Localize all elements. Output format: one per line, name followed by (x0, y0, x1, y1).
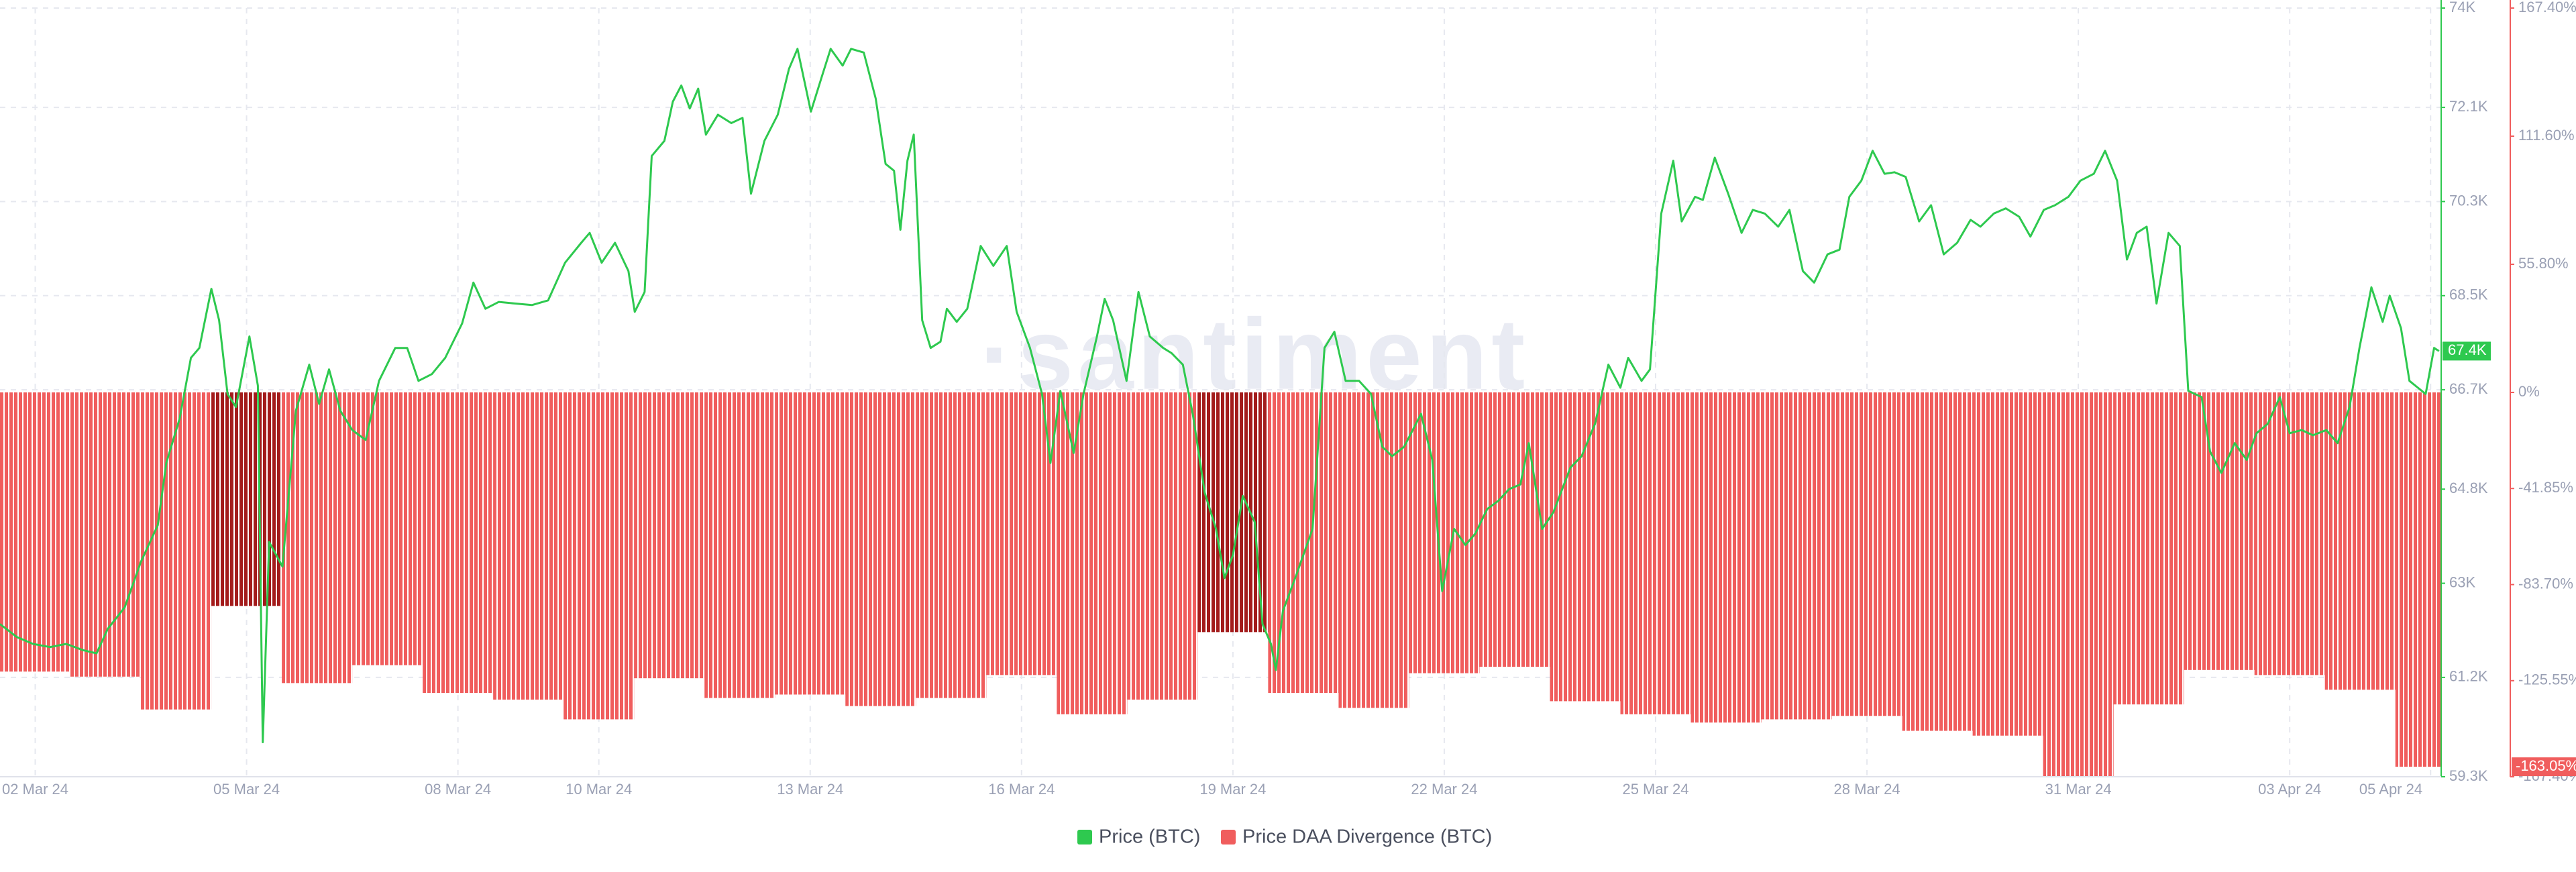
last-value-label: 67.4K (2448, 341, 2487, 358)
x-tick-label: 16 Mar 24 (988, 781, 1055, 798)
bar (1902, 392, 1973, 731)
legend-swatch (1221, 830, 1236, 844)
last-value-badge (2512, 757, 2576, 777)
bar (352, 392, 423, 665)
bar (211, 392, 282, 606)
legend-label: Price (BTC) (1099, 826, 1200, 848)
bar (1831, 392, 1902, 716)
bar (2184, 392, 2255, 670)
x-tick-label: 19 Mar 24 (1199, 781, 1266, 798)
bar (1057, 392, 1128, 714)
plot-area (0, 48, 2441, 777)
x-tick-label: 08 Mar 24 (425, 781, 491, 798)
x-tick-label: 22 Mar 24 (1411, 781, 1477, 798)
bar (282, 392, 353, 684)
bar (2113, 392, 2184, 705)
x-tick-label: 25 Mar 24 (1622, 781, 1688, 798)
bar (1197, 392, 1269, 633)
y-tick-label: 61.2K (2449, 668, 2488, 685)
last-value-badge (2443, 341, 2491, 361)
bar (845, 392, 916, 706)
bar (2254, 392, 2325, 675)
bar (2043, 392, 2114, 777)
bar (423, 392, 494, 694)
watermark: ·santiment (980, 298, 1529, 411)
bar (1479, 392, 1550, 667)
legend-swatch (1077, 830, 1092, 844)
bar (916, 392, 987, 698)
bar (493, 392, 564, 700)
bar (564, 392, 635, 720)
price-line (0, 48, 2440, 743)
bar (70, 392, 142, 677)
x-tick-label: 13 Mar 24 (777, 781, 843, 798)
y2-tick-label: 0% (2518, 383, 2540, 400)
y-tick-label: 64.8K (2449, 480, 2488, 496)
y-tick-label: 68.5K (2449, 286, 2488, 303)
y2-tick-label: 111.60% (2518, 127, 2575, 144)
bar (1409, 392, 1480, 673)
bar (704, 392, 775, 698)
x-tick-label: 10 Mar 24 (566, 781, 632, 798)
y-tick-label: 70.3K (2449, 192, 2488, 209)
x-tick-label: 31 Mar 24 (2045, 781, 2112, 798)
y-tick-label: 66.7K (2449, 380, 2488, 397)
bar (775, 392, 846, 695)
bar (2324, 392, 2396, 690)
x-tick-label: 28 Mar 24 (1834, 781, 1900, 798)
bar (634, 392, 705, 679)
last-value-label: -163.05% (2516, 757, 2576, 774)
bar (1550, 392, 1621, 702)
bar (141, 392, 212, 710)
y2-tick-label: -125.55% (2518, 671, 2576, 688)
y2-tick-label: -41.85% (2518, 479, 2573, 496)
bar (1761, 392, 1832, 720)
bar (1620, 392, 1691, 714)
y2-tick-label: 55.80% (2518, 255, 2569, 272)
y2-tick-label: -83.70% (2518, 575, 2573, 592)
bar (986, 392, 1057, 675)
bar (1972, 392, 2043, 736)
y-tick-label: 72.1K (2449, 98, 2488, 115)
x-tick-label: 05 Mar 24 (213, 781, 280, 798)
y-tick-label: 59.3K (2449, 767, 2488, 784)
y-tick-label: 63K (2449, 574, 2475, 590)
y2-tick-label: 167.40% (2518, 0, 2576, 15)
y-tick-label: 74K (2449, 0, 2475, 15)
bar (1127, 392, 1198, 700)
x-tick-label: 02 Mar 24 (2, 781, 68, 798)
x-tick-label: 03 Apr 24 (2258, 781, 2321, 798)
bar (1690, 392, 1762, 723)
x-tick-label: 05 Apr 24 (2359, 781, 2422, 798)
bar (1338, 392, 1409, 708)
bar (2395, 392, 2441, 767)
legend-label: Price DAA Divergence (BTC) (1242, 826, 1492, 848)
bar (0, 392, 71, 672)
